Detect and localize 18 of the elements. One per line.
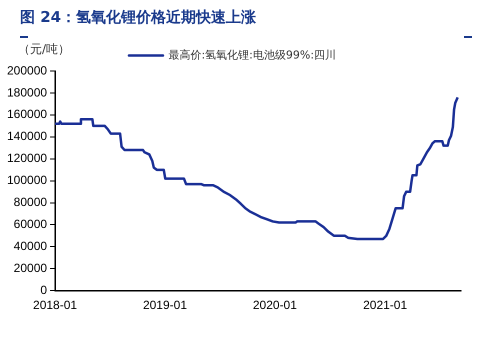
x-tick-label: 2020-01 <box>252 298 298 312</box>
y-tick-label: 140000 <box>6 129 48 144</box>
y-tick-label: 180000 <box>6 85 48 100</box>
y-axis-title: （元/吨） <box>18 42 70 56</box>
y-tick-label: 100000 <box>6 173 48 188</box>
x-tick-label: 2018-01 <box>33 298 78 312</box>
chart-title: 图 24：氢氧化锂价格近期快速上涨 <box>20 8 256 27</box>
y-tick-label: 40000 <box>14 238 48 253</box>
y-tick-label: 60000 <box>14 217 48 232</box>
legend-label: 最高价:氢氧化锂:电池级99%:四川 <box>168 48 336 62</box>
x-tick-label: 2019-01 <box>142 298 188 312</box>
y-tick-label: 0 <box>40 282 48 297</box>
y-tick-label: 20000 <box>14 260 48 275</box>
y-tick-label: 160000 <box>6 107 48 122</box>
x-tick-label: 2021-01 <box>363 298 408 312</box>
y-tick-label: 120000 <box>6 151 48 166</box>
y-tick-label: 200000 <box>6 63 48 78</box>
y-tick-label: 80000 <box>14 195 48 210</box>
